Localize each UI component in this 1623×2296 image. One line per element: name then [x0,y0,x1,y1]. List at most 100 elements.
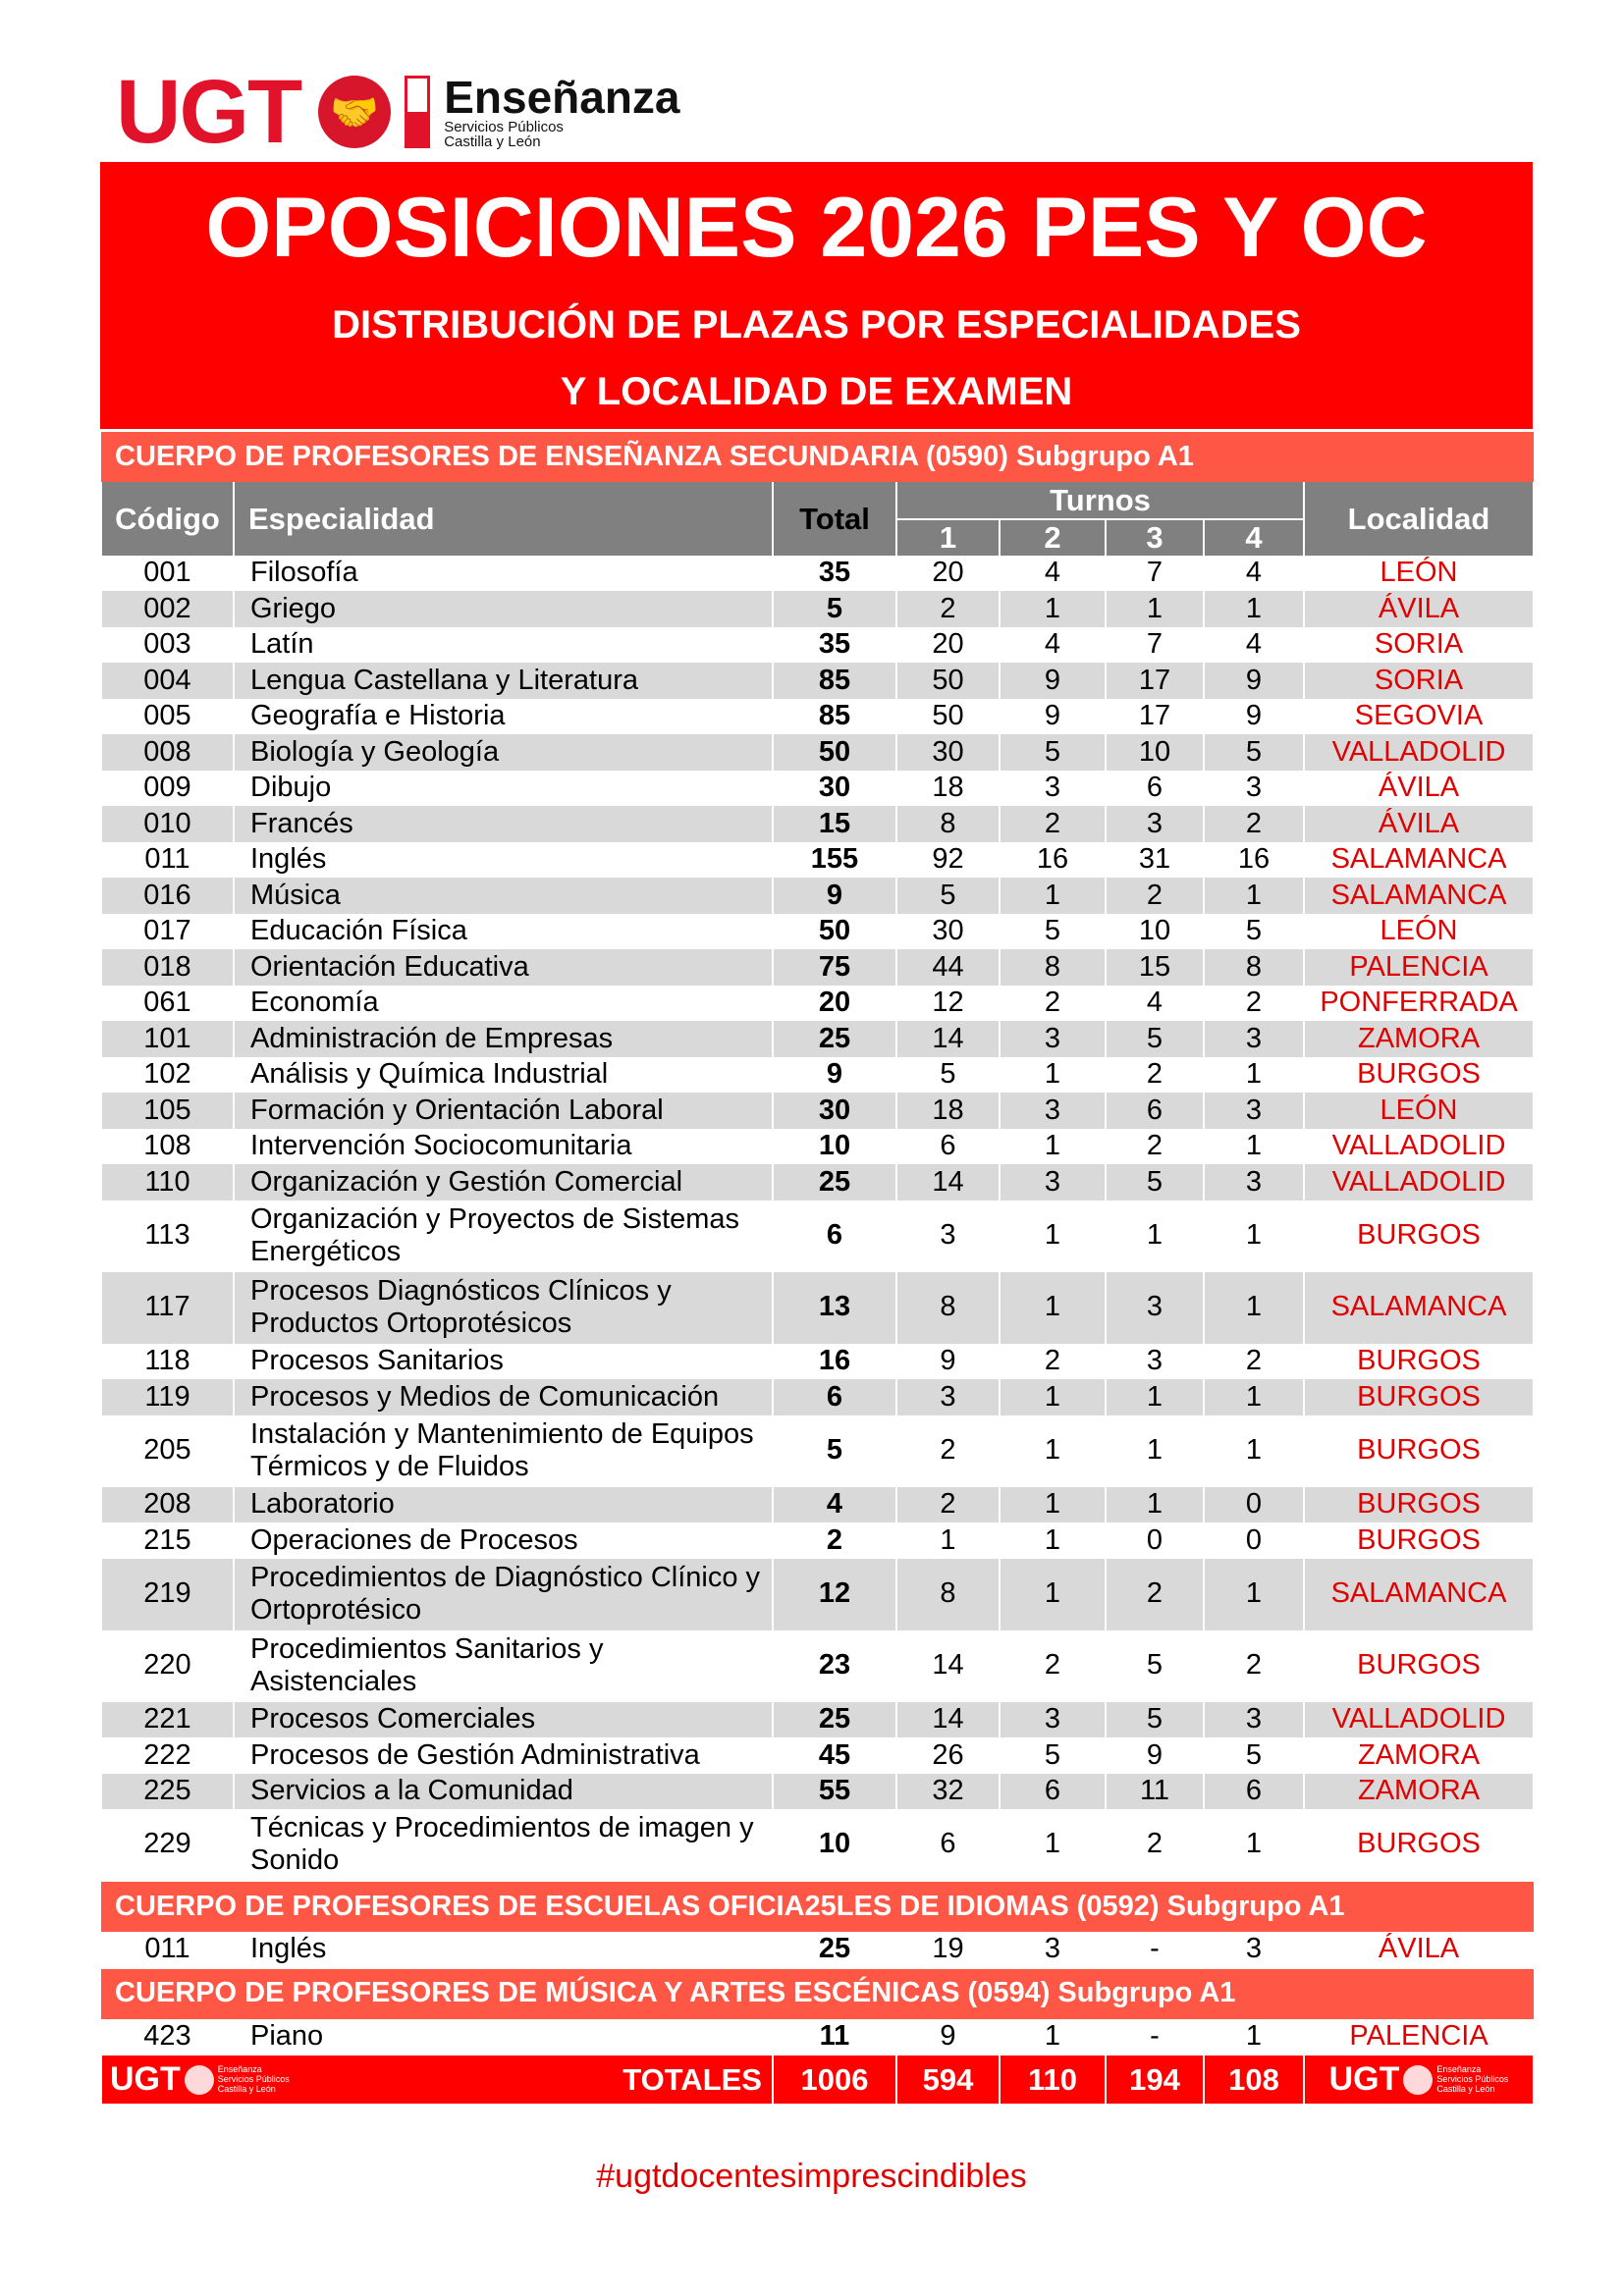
cell-t2: 1 [999,1271,1107,1344]
cell-t1: 32 [895,1773,1001,1810]
cell-t3: 1 [1105,591,1205,627]
cell-t3: 1 [1105,1379,1205,1415]
totals-row: UGT Enseñanza Servicios Públicos Castilla y… [100,2054,1536,2105]
table-row: 016 Música 9 5 1 2 1 SALAMANCA [100,878,1536,914]
cell-t3: 5 [1105,1164,1205,1201]
cell-loc: SALAMANCA [1302,1558,1536,1630]
mini-logo-line1: Servicios Públicos [217,2073,290,2084]
cell-t4: 1 [1203,591,1305,627]
cell-t1: 50 [895,663,1001,699]
cell-t1: 92 [895,841,1001,879]
cell-loc: BURGOS [1302,1415,1536,1487]
cell-t1: 20 [895,626,1001,664]
cell-esp: Procedimientos de Diagnóstico Clínico y … [233,1558,774,1630]
cell-t2: 2 [999,1629,1107,1702]
cell-esp: Procedimientos Sanitarios y Asistenciale… [233,1629,774,1702]
cell-t4: 3 [1203,1164,1305,1201]
cell-loc: PONFERRADA [1302,985,1536,1022]
cell-total: 12 [772,1558,897,1630]
cell-esp: Laboratorio [233,1486,774,1523]
cell-t1: 9 [895,2018,1001,2056]
cell-esp: Análisis y Química Industrial [233,1056,774,1094]
cell-esp: Orientación Educativa [233,949,774,986]
cell-t2: 9 [999,698,1107,735]
cell-t2: 3 [999,1701,1107,1738]
cell-t2: 1 [999,1056,1107,1094]
cell-t4: 4 [1203,555,1305,592]
cell-t2: 3 [999,1164,1107,1201]
cell-loc: ÁVILA [1302,591,1536,627]
cell-loc: SORIA [1302,626,1536,664]
cell-total: 50 [772,913,897,950]
cell-loc: VALLADOLID [1302,1164,1536,1201]
mini-logo-name: Enseñanza [1436,2063,1482,2074]
cell-t1: 2 [895,1486,1001,1523]
cell-codigo: 002 [100,591,235,627]
subtitle-line1: DISTRIBUCIÓN DE PLAZAS POR ESPECIALIDADE… [332,303,1301,347]
handshake-icon [1403,2064,1434,2095]
cell-codigo: 101 [100,1021,235,1057]
cell-codigo: 423 [100,2018,235,2056]
cell-esp: Operaciones de Procesos [233,1522,774,1559]
cell-loc: BURGOS [1302,1486,1536,1523]
cell-t3: 17 [1105,663,1205,699]
cell-t1: 5 [895,1056,1001,1094]
cell-loc: BURGOS [1302,1056,1536,1094]
cell-total: 30 [772,1093,897,1129]
cell-t3: 3 [1105,806,1205,842]
cell-loc: ÁVILA [1302,1932,1536,1968]
cell-codigo: 011 [100,841,235,879]
cell-esp: Inglés [233,841,774,879]
cell-t1: 14 [895,1021,1001,1057]
cell-t3: 31 [1105,841,1205,879]
cell-t3: 9 [1105,1737,1205,1774]
cell-t2: 3 [999,770,1107,807]
cell-t1: 6 [895,1128,1001,1165]
cell-t4: 3 [1203,1932,1305,1968]
cell-total: 13 [772,1271,897,1344]
cell-codigo: 008 [100,734,235,771]
total-t2: 110 [999,2054,1107,2105]
cell-esp: Administración de Empresas [233,1021,774,1057]
cell-esp: Instalación y Mantenimiento de Equipos T… [233,1415,774,1487]
cell-codigo: 215 [100,1522,235,1559]
table-row: 108 Intervención Sociocomunitaria 10 6 1 2 1 VA… [100,1128,1536,1165]
cell-t4: 1 [1203,1271,1305,1344]
cell-t2: 1 [999,1415,1107,1487]
cell-total: 23 [772,1629,897,1702]
cell-t4: 1 [1203,1415,1305,1487]
cell-t3: 1 [1105,1415,1205,1487]
mini-logo-ugt: UGT [110,2060,181,2099]
cell-loc: BURGOS [1302,1522,1536,1559]
cell-loc: LEÓN [1302,913,1536,950]
cell-codigo: 017 [100,913,235,950]
cell-t3: - [1105,2018,1205,2056]
cell-t1: 30 [895,913,1001,950]
cell-t1: 14 [895,1701,1001,1738]
cell-t3: 5 [1105,1021,1205,1057]
table-row: 011 Inglés 25 19 3-3 ÁVILA [100,1932,1536,1968]
cell-total: 6 [772,1200,897,1272]
cell-t2: 3 [999,1932,1107,1968]
cell-t2: 2 [999,806,1107,842]
table-row: 215 Operaciones de Procesos 2 1 1 0 0 BURGOS [100,1522,1536,1559]
cell-t3: 4 [1105,985,1205,1022]
table-row: 208 Laboratorio 4 2 1 1 0 BURGOS [100,1486,1536,1523]
cell-t4: 0 [1203,1486,1305,1523]
total-t1: 594 [895,2054,1001,2105]
cell-total: 11 [772,2018,897,2056]
table-row: 117 Procesos Diagnósticos Clínicos y Prod… [100,1271,1536,1344]
cell-t4: 1 [1203,1809,1305,1882]
cell-total: 85 [772,663,897,699]
cell-t4: 1 [1203,1200,1305,1272]
table-row: 008 Biología y Geología 50 30 5 10 5 VALLADOLID [100,734,1536,771]
cell-t4: 1 [1203,2018,1305,2056]
cell-t2: 5 [999,1737,1107,1774]
cell-codigo: 016 [100,878,235,914]
col-t4: 4 [1203,519,1305,556]
cell-t2: 1 [999,1558,1107,1630]
cell-t4: 8 [1203,949,1305,986]
mini-logo: UGT Enseñanza Servicios Públicos Castilla y… [1329,2060,1509,2099]
cell-loc: PALENCIA [1302,2018,1536,2056]
cell-codigo: 220 [100,1629,235,1702]
